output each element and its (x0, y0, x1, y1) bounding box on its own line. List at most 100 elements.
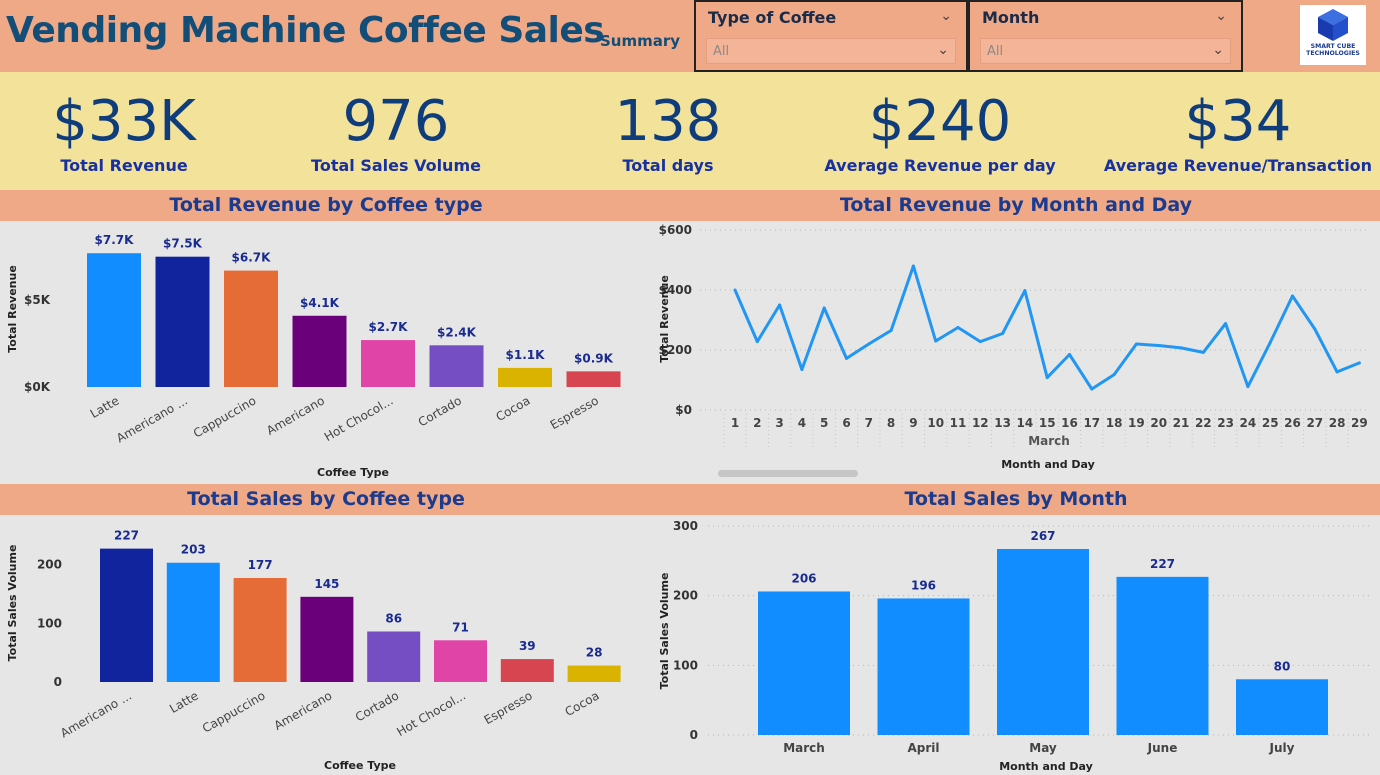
x-tick-label: 6 (842, 416, 850, 430)
bar (500, 659, 554, 682)
chart-scrollbar[interactable] (718, 470, 858, 477)
data-point (1090, 387, 1094, 391)
sales-by-coffee-chart: 0 100 200 227 Americano ... 203 Latte 177 Cappuc… (6, 529, 621, 772)
x-tick-label: 21 (1173, 416, 1190, 430)
data-point (822, 306, 826, 310)
x-tick-label: June (1147, 741, 1178, 755)
coffee-type-dropdown[interactable]: All ⌄ (706, 38, 956, 64)
x-tick-label: 15 (1039, 416, 1056, 430)
data-label: 227 (114, 529, 139, 543)
x-axis-title: Coffee Type (317, 466, 389, 479)
data-point (1201, 350, 1205, 354)
x-tick-label: 7 (865, 416, 873, 430)
bar (233, 578, 287, 682)
logo-text: SMART CUBE TECHNOLOGIES (1306, 43, 1360, 57)
data-point (845, 356, 848, 360)
data-point (1001, 332, 1005, 335)
bar (877, 598, 970, 735)
kpi-average-revenue-per-transaction: $34 Average Revenue/Transaction (1098, 72, 1378, 176)
x-tick-label: 3 (775, 416, 783, 430)
bar (361, 340, 415, 387)
data-label: 86 (385, 611, 402, 625)
bar (166, 562, 220, 682)
month-group-label: March (1028, 434, 1070, 448)
data-point (1246, 385, 1250, 389)
bar (224, 270, 278, 387)
y-tick-label: $600 (659, 223, 692, 237)
data-label: $0.9K (574, 351, 614, 365)
x-tick-label: 20 (1150, 416, 1167, 430)
data-label: $2.4K (437, 325, 477, 339)
data-point (978, 340, 982, 344)
data-point (1335, 370, 1339, 374)
month-filter[interactable]: Month ⌄ All ⌄ (968, 0, 1243, 72)
y-tick-label: 0 (690, 728, 698, 742)
x-tick-label: 9 (909, 416, 917, 430)
data-point (1134, 342, 1138, 346)
data-label: 177 (248, 558, 273, 572)
dashboard-title: Vending Machine Coffee Sales (6, 10, 605, 51)
bar (1116, 576, 1209, 735)
y-axis-title: Total Revenue (6, 265, 19, 353)
x-tick-label: Cocoa (563, 688, 602, 719)
chevron-down-icon[interactable]: ⌄ (940, 8, 952, 24)
x-tick-label: Americano (272, 688, 335, 732)
data-label: 267 (1030, 529, 1055, 543)
bar (434, 640, 487, 682)
kpi-label: Average Revenue/Transaction (1103, 156, 1373, 175)
data-label: $4.1K (300, 296, 340, 310)
bar (758, 591, 850, 735)
data-point (755, 340, 759, 344)
x-tick-label: Cortado (353, 688, 401, 724)
sales-by-month-chart: 0 100 200 300 206 March 196 April 267 May 227 June 8… (658, 519, 1372, 773)
bar (429, 345, 484, 387)
y-tick-label: 100 (673, 658, 698, 672)
bar (498, 367, 552, 387)
x-tick-label: Cortado (416, 393, 464, 429)
data-label: 71 (452, 620, 469, 634)
coffee-type-filter[interactable]: Type of Coffee ⌄ All ⌄ (694, 0, 968, 72)
coffee-type-dropdown-value: All (713, 44, 730, 59)
x-tick-label: Latte (88, 393, 122, 421)
data-point (1224, 322, 1228, 326)
x-tick-label: 18 (1106, 416, 1123, 430)
data-label: 227 (1150, 557, 1175, 571)
summary-link[interactable]: Summary (600, 32, 681, 50)
x-tick-label: 13 (994, 416, 1011, 430)
x-tick-label: 12 (972, 416, 989, 430)
data-label: 145 (314, 577, 339, 591)
data-point (889, 329, 893, 332)
chevron-down-icon[interactable]: ⌄ (1212, 42, 1224, 58)
y-tick-label: 200 (37, 558, 62, 572)
coffee-type-filter-label: Type of Coffee (708, 8, 837, 27)
bar (566, 371, 621, 387)
chevron-down-icon[interactable]: ⌄ (937, 42, 949, 58)
month-dropdown[interactable]: All ⌄ (980, 38, 1231, 64)
kpi-value: 138 (614, 89, 722, 154)
kpi-total-sales-volume: 976 Total Sales Volume (256, 72, 536, 176)
chevron-down-icon[interactable]: ⌄ (1215, 8, 1227, 24)
series-line (733, 264, 1360, 391)
x-tick-label: 2 (753, 416, 761, 430)
month-dropdown-value: All (987, 44, 1004, 59)
month-filter-label: Month (982, 8, 1040, 27)
kpi-value: 976 (342, 89, 450, 154)
bar (300, 596, 354, 682)
revenue-by-coffee-chart: $0K $5K $7.7K Latte $7.5K Americano ... $6.7K C… (6, 233, 621, 479)
data-point (1268, 341, 1272, 344)
data-point (1313, 327, 1317, 331)
kpi-label: Total Revenue (60, 156, 188, 175)
x-tick-label: 8 (887, 416, 895, 430)
bar (155, 256, 210, 387)
data-point (1045, 376, 1049, 380)
x-tick-label: Americano ... (58, 688, 134, 740)
x-axis-title: Month and Day (1001, 458, 1095, 471)
kpi-total-revenue: $33K Total Revenue (0, 72, 264, 176)
y-axis-title: Total Sales Volume (658, 573, 671, 690)
x-axis-title: Month and Day (999, 760, 1093, 773)
x-axis-title: Coffee Type (324, 759, 396, 772)
revenue-by-day-title: Total Revenue by Month and Day (652, 190, 1380, 221)
x-tick-label: 26 (1284, 416, 1301, 430)
company-logo: SMART CUBE TECHNOLOGIES (1300, 5, 1366, 65)
data-label: $7.5K (163, 237, 203, 251)
